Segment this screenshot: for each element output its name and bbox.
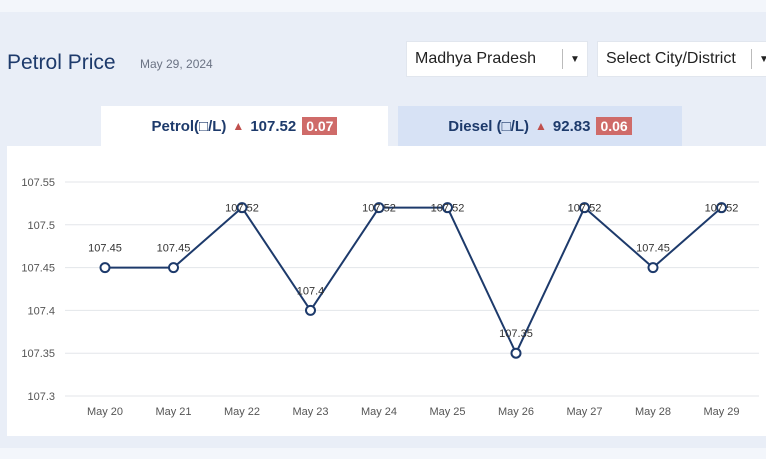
tab-diesel[interactable]: Diesel (□/L) ▲ 92.83 0.06 [398, 106, 682, 146]
chart-panel: 107.55 107.5 107.45 107.4 107.35 107.3 May 20 M… [7, 146, 766, 436]
data-point [647, 262, 659, 274]
price-line-chart: 107.55 107.5 107.45 107.4 107.35 107.3 May 20 M… [21, 177, 759, 418]
tab-petrol-label: Petrol(□/L) [151, 117, 227, 135]
top-strip [0, 0, 766, 12]
data-label: 107.45 [157, 243, 191, 255]
chevron-down-icon[interactable]: ▼ [570, 53, 580, 65]
x-tick-label: May 20 [87, 406, 123, 418]
chevron-down-icon[interactable]: ▼ [759, 53, 766, 65]
data-label: 107.35 [499, 328, 533, 340]
data-point [99, 262, 111, 274]
data-point [510, 347, 522, 359]
y-tick-label: 107.45 [21, 263, 55, 275]
data-label: 107.52 [568, 203, 602, 215]
city-select-value: Select City/District [606, 50, 736, 67]
data-point [579, 202, 590, 214]
data-point [305, 304, 316, 316]
city-select[interactable]: Select City/District ▼ [597, 41, 766, 77]
y-tick-label: 107.55 [21, 177, 55, 189]
y-tick-label: 107.5 [27, 220, 55, 232]
x-tick-label: May 21 [155, 406, 191, 418]
y-tick-label: 107.35 [21, 348, 55, 360]
select-separator [751, 49, 752, 69]
tab-diesel-change: 0.06 [596, 117, 632, 135]
bottom-strip [0, 448, 766, 459]
data-point [442, 202, 453, 214]
data-label: 107.52 [225, 203, 259, 215]
data-point [716, 202, 727, 214]
price-date: May 29, 2024 [140, 57, 213, 71]
data-point [236, 202, 248, 214]
data-label: 107.52 [431, 203, 465, 215]
tab-diesel-price: 92.83 [552, 117, 591, 135]
state-select-value: Madhya Pradesh [415, 50, 536, 67]
data-label: 107.52 [362, 203, 396, 215]
tab-diesel-label: Diesel (□/L) [448, 117, 530, 135]
select-separator [562, 49, 563, 69]
page-title: Petrol Price [7, 51, 116, 74]
up-arrow-icon: ▲ [535, 119, 547, 133]
series-line [105, 206, 723, 355]
x-tick-label: May 27 [566, 406, 602, 418]
y-tick-label: 107.3 [27, 391, 55, 403]
x-tick-label: May 28 [635, 406, 671, 418]
data-label: 107.45 [88, 243, 122, 255]
x-tick-label: May 22 [224, 406, 260, 418]
x-tick-label: May 23 [292, 406, 328, 418]
data-label: 107.4 [297, 285, 325, 297]
tab-petrol-price: 107.52 [250, 117, 297, 135]
x-tick-label: May 25 [429, 406, 465, 418]
state-select[interactable]: Madhya Pradesh ▼ [406, 41, 588, 77]
data-point [373, 202, 385, 214]
data-label: 107.52 [705, 203, 739, 215]
x-tick-label: May 26 [498, 406, 534, 418]
tab-petrol[interactable]: Petrol(□/L) ▲ 107.52 0.07 [101, 106, 388, 146]
tab-petrol-change: 0.07 [302, 117, 338, 135]
y-tick-label: 107.4 [27, 305, 55, 317]
up-arrow-icon: ▲ [232, 119, 245, 133]
x-tick-label: May 29 [703, 406, 739, 418]
data-label: 107.45 [636, 243, 670, 255]
data-point [168, 262, 179, 274]
x-tick-label: May 24 [361, 406, 397, 418]
